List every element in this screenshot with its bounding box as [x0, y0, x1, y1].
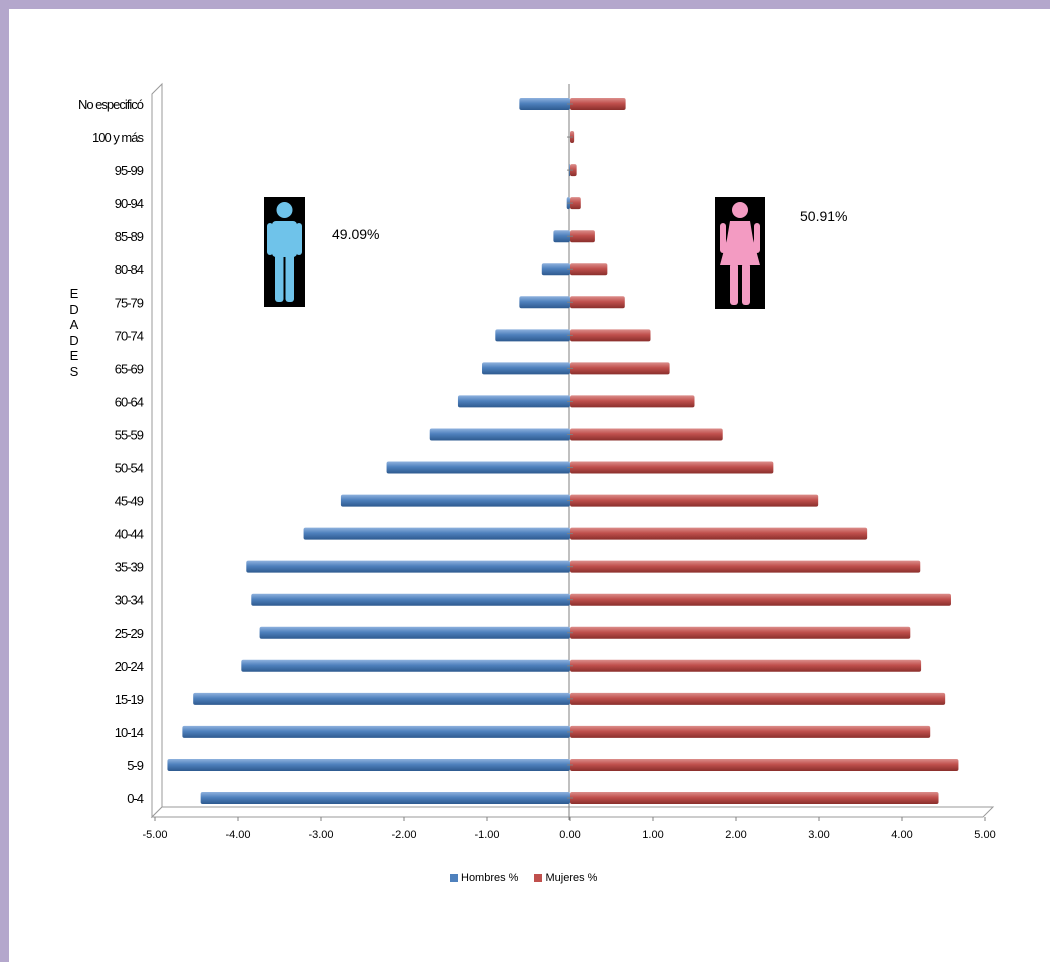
x-tick-label: 0.00	[559, 829, 580, 841]
x-tick-label: -2.00	[391, 829, 416, 841]
bar-hombres-14	[495, 329, 570, 342]
x-tick-label: 4.00	[891, 829, 912, 841]
bar-hombres-4	[241, 659, 570, 672]
category-label: 40-44	[115, 527, 144, 542]
bar-hombres-1	[167, 758, 570, 771]
bar-hombres-11	[429, 428, 570, 441]
bar-mujeres-18	[570, 197, 581, 210]
x-tick-label: 1.00	[642, 829, 663, 841]
x-tick-label: 3.00	[808, 829, 829, 841]
legend-item-mujeres: Mujeres %	[534, 872, 597, 884]
bar-hombres-2	[182, 725, 570, 738]
bar-hombres-5	[259, 626, 570, 639]
bar-hombres-8	[303, 527, 570, 540]
female-figure-icon	[715, 197, 765, 309]
y-axis-title-letter: D	[69, 332, 79, 348]
x-tick-label: 2.00	[725, 829, 746, 841]
bar-mujeres-5	[570, 626, 911, 639]
category-label: 65-69	[115, 361, 144, 376]
bar-hombres-12	[457, 395, 570, 408]
bar-mujeres-9	[570, 494, 819, 507]
bar-mujeres-1	[570, 758, 959, 771]
category-label: 85-89	[115, 229, 144, 244]
x-tick-label: 5.00	[974, 829, 995, 841]
legend-label-hombres: Hombres %	[461, 872, 519, 884]
male-figure-icon	[264, 197, 305, 307]
legend-swatch-red	[534, 874, 543, 882]
legend-item-hombres: Hombres %	[450, 872, 518, 884]
bar-mujeres-12	[570, 395, 695, 408]
men-percentage: 49.09%	[332, 226, 380, 242]
category-label: 35-39	[115, 560, 144, 575]
plot-floor	[150, 806, 995, 818]
y-axis-title-letter: E	[69, 348, 79, 363]
bar-hombres-16	[541, 263, 570, 276]
bar-mujeres-21	[570, 98, 626, 110]
bar-hombres-21	[519, 98, 570, 110]
bar-mujeres-17	[570, 230, 595, 243]
bar-mujeres-13	[570, 362, 670, 375]
bar-hombres-10	[386, 461, 570, 474]
x-tick-label: -5.00	[142, 829, 167, 841]
bars-group	[167, 98, 959, 804]
bar-mujeres-10	[570, 461, 774, 474]
category-label: 100 y más	[92, 130, 144, 145]
bar-hombres-6	[251, 593, 570, 606]
bar-mujeres-11	[570, 428, 723, 441]
category-label: 70-74	[115, 328, 144, 343]
bar-mujeres-0	[570, 792, 939, 804]
bar-mujeres-14	[570, 329, 651, 342]
bar-mujeres-3	[570, 692, 946, 705]
category-label: 30-34	[115, 593, 144, 608]
category-label: 50-54	[115, 461, 144, 476]
plot-back-wall	[151, 82, 163, 819]
x-tick-label: -1.00	[474, 829, 499, 841]
category-label: 60-64	[115, 394, 144, 409]
x-axis-ticks: -5.00 -4.00 -3.00 -2.00 -1.00 0.00 1.00 2.00 3.0…	[142, 817, 996, 841]
category-label: 80-84	[115, 262, 144, 277]
y-axis-title-letter: E	[69, 286, 79, 301]
legend: Hombres % Mujeres %	[450, 872, 597, 884]
category-label: 45-49	[115, 494, 144, 509]
bar-mujeres-15	[570, 296, 625, 309]
y-axis-title-letter: D	[69, 301, 79, 317]
category-label: 55-59	[115, 427, 144, 442]
bar-mujeres-4	[570, 659, 922, 672]
bar-mujeres-16	[570, 263, 608, 276]
y-axis-title-letter: A	[69, 317, 79, 332]
bar-hombres-13	[482, 362, 570, 375]
category-label: 95-99	[115, 163, 144, 178]
category-label: 5-9	[127, 758, 144, 773]
category-label: 20-24	[115, 659, 144, 674]
category-label: No especificó	[78, 97, 144, 112]
category-label: 25-29	[115, 626, 144, 641]
bar-hombres-7	[246, 560, 571, 573]
bar-mujeres-6	[570, 593, 951, 606]
x-tick-label: -4.00	[225, 829, 250, 841]
category-label: 10-14	[115, 725, 144, 740]
legend-label-mujeres: Mujeres %	[545, 872, 598, 884]
legend-swatch-blue	[450, 874, 458, 882]
category-labels: 0-4 5-9 10-14 15-19 20-24 25-29 30-34 35-39 40-4…	[78, 97, 146, 806]
bar-mujeres-19	[570, 164, 577, 177]
women-percentage: 50.91%	[800, 208, 848, 224]
bar-hombres-3	[193, 692, 570, 705]
bar-hombres-15	[519, 296, 570, 309]
category-label: 0-4	[127, 791, 144, 806]
category-label: 90-94	[115, 196, 144, 211]
bar-hombres-17	[553, 230, 570, 243]
bar-mujeres-2	[570, 725, 931, 738]
bar-mujeres-8	[570, 527, 868, 540]
category-label: 15-19	[115, 692, 144, 707]
y-axis-title-letter: S	[69, 363, 79, 379]
category-label: 75-79	[115, 295, 144, 310]
bar-hombres-9	[340, 494, 570, 507]
bar-hombres-0	[200, 792, 570, 804]
bar-mujeres-7	[570, 560, 921, 573]
x-tick-label: -3.00	[308, 829, 333, 841]
